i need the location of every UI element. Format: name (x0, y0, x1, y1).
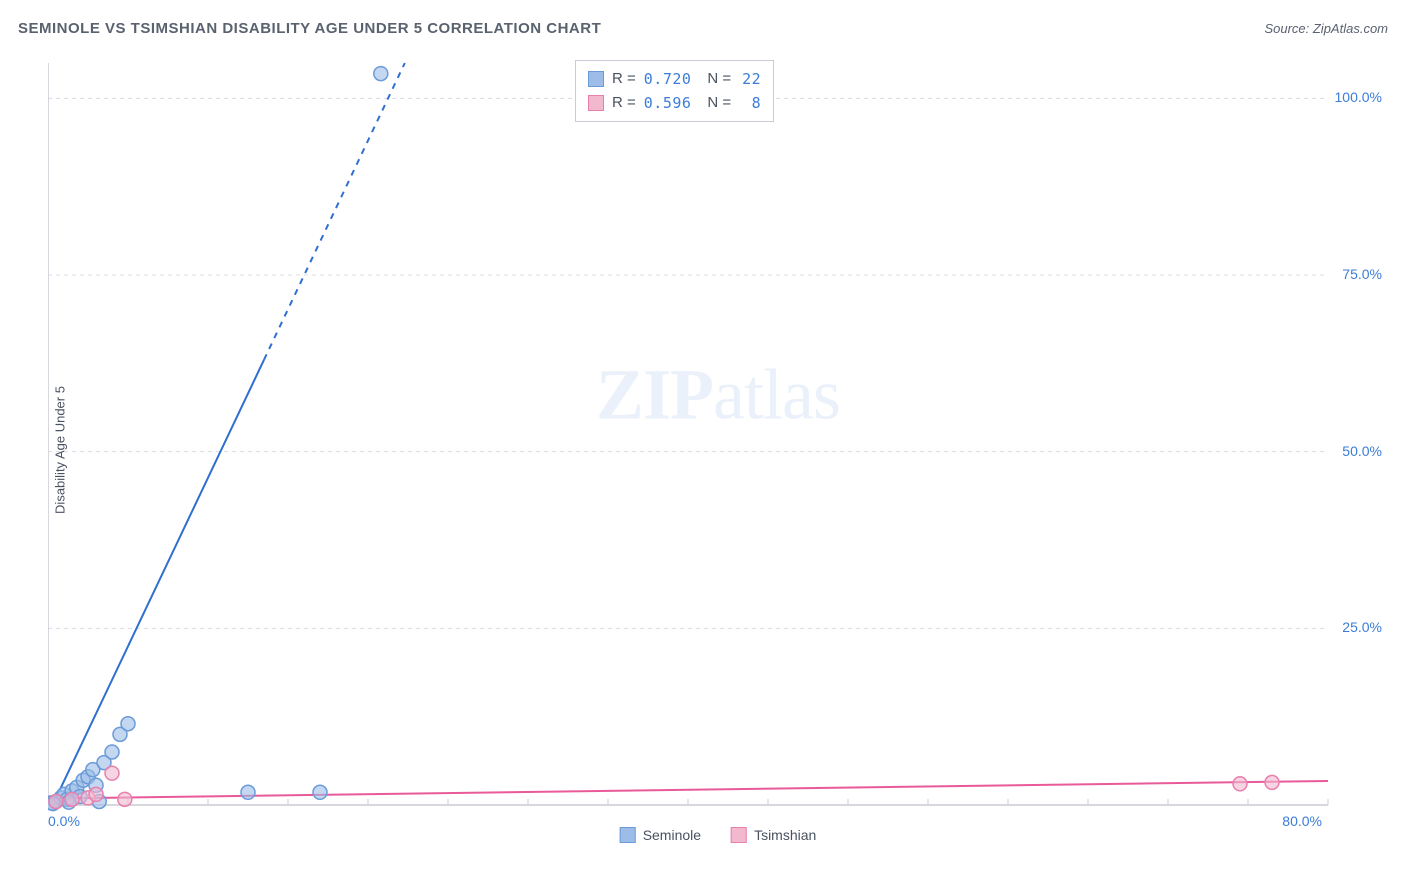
chart-source: Source: ZipAtlas.com (1264, 21, 1388, 36)
data-point (89, 787, 103, 801)
data-point (121, 717, 135, 731)
data-point (374, 67, 388, 81)
data-point (105, 745, 119, 759)
legend-swatch (731, 827, 747, 843)
scatter-plot (48, 55, 1388, 845)
series-legend-label: Seminole (643, 827, 701, 843)
stats-legend-row: R = 0.720 N = 22 (588, 67, 761, 91)
series-legend-item: Tsimshian (731, 827, 816, 843)
data-point (1265, 775, 1279, 789)
x-tick-label: 80.0% (1282, 813, 1322, 829)
data-point (1233, 777, 1247, 791)
data-point (241, 785, 255, 799)
chart-area: Disability Age Under 5 ZIPatlas R = 0.72… (48, 55, 1388, 845)
data-point (65, 792, 79, 806)
legend-swatch (588, 71, 604, 87)
stats-legend: R = 0.720 N = 22 R = 0.596 N = 8 (575, 60, 774, 122)
data-point (105, 766, 119, 780)
series-legend-label: Tsimshian (754, 827, 816, 843)
y-tick-label: 75.0% (1342, 266, 1382, 282)
legend-swatch (620, 827, 636, 843)
stats-legend-row: R = 0.596 N = 8 (588, 91, 761, 115)
series-legend: Seminole Tsimshian (620, 827, 817, 843)
data-point (49, 794, 63, 808)
data-point (118, 792, 132, 806)
legend-swatch (588, 95, 604, 111)
data-point (313, 785, 327, 799)
chart-header: SEMINOLE VS TSIMSHIAN DISABILITY AGE UND… (18, 20, 1388, 37)
x-tick-label: 0.0% (48, 813, 80, 829)
y-tick-label: 50.0% (1342, 443, 1382, 459)
y-tick-label: 25.0% (1342, 619, 1382, 635)
y-tick-label: 100.0% (1335, 89, 1382, 105)
chart-title: SEMINOLE VS TSIMSHIAN DISABILITY AGE UND… (18, 20, 601, 37)
series-legend-item: Seminole (620, 827, 701, 843)
